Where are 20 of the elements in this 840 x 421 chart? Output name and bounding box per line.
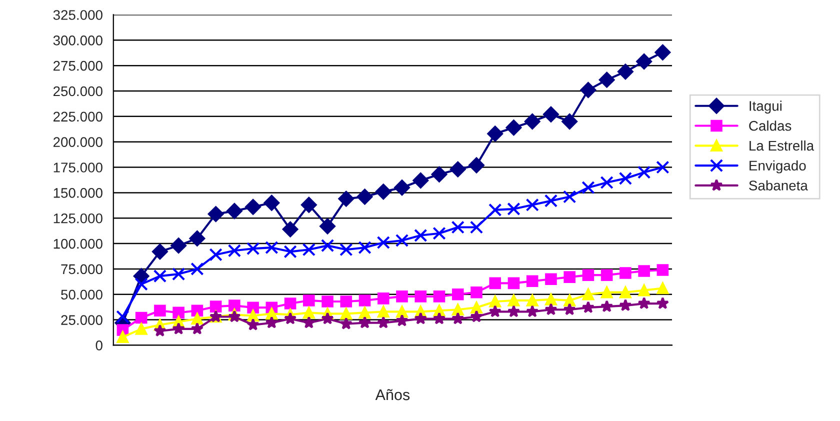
legend-label: Envigado xyxy=(750,160,806,174)
y-tick-label: 300.000 xyxy=(53,35,102,46)
y-tick-label: 200.000 xyxy=(53,137,102,148)
y-tick-label: 25.000 xyxy=(61,315,102,325)
y-tick-label: 50.000 xyxy=(61,290,102,300)
y-tick-label: 0 xyxy=(96,340,102,350)
legend-label: Itagui xyxy=(750,100,782,114)
legend-label: Caldas xyxy=(749,120,792,131)
y-tick-label: 100.000 xyxy=(54,238,102,249)
y-tick-label: 225.000 xyxy=(53,112,102,122)
x-axis-title: Años xyxy=(375,389,410,400)
y-tick-label: 150.000 xyxy=(54,188,102,198)
legend-label: Sabaneta xyxy=(749,180,808,190)
legend-label: La Estrella xyxy=(750,140,814,151)
y-tick-label: 250.000 xyxy=(53,86,102,96)
y-tick-label: 125.000 xyxy=(54,213,102,224)
y-tick-label: 175.000 xyxy=(54,162,102,172)
y-tick-label: 75.000 xyxy=(61,264,102,274)
y-tick-label: 325.000 xyxy=(53,10,102,20)
y-tick-label: 275.000 xyxy=(53,60,102,71)
